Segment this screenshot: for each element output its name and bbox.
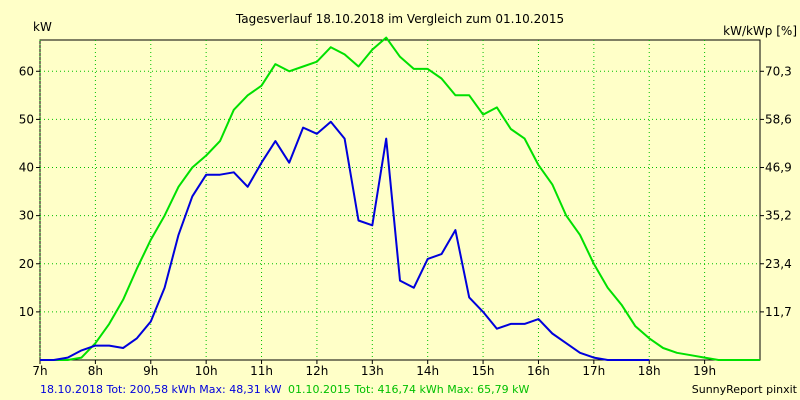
series-group [40,36,760,361]
x-tick-label: 8h [88,364,103,378]
x-tick-label: 16h [527,364,550,378]
footer-green-text: 01.10.2015 Tot: 416,74 kWh Max: 65,79 kW [288,383,530,396]
footer-credit: SunnyReport pinxit [692,383,798,396]
x-tick-label: 15h [472,364,495,378]
y-tick-label-left: 30 [19,209,34,223]
y-tick-label-right: 70,3 [765,64,792,78]
y-tick-label-right: 35,2 [765,209,792,223]
x-tick-label: 7h [32,364,47,378]
footer-blue-text: 18.10.2018 Tot: 200,58 kWh Max: 48,31 kW [40,383,282,396]
plot-area [39,39,761,361]
ticks: 7h 8h 9h 10h 11h 12h 13h 14h 15h 16h 17h 18h 19h 10 20… [19,64,792,378]
series-line-2015 [40,36,760,361]
x-tick-label: 17h [582,364,605,378]
x-tick-label: 14h [416,364,439,378]
x-tick-label: 11h [250,364,273,378]
y-tick-label-right: 58,6 [765,112,792,126]
x-tick-label: 9h [143,364,158,378]
y-tick-label-left: 20 [19,257,34,271]
footer-stats: 18.10.2018 Tot: 200,58 kWh Max: 48,31 kW… [40,383,530,396]
y-axis-label-left: kW [33,20,52,34]
chart-title: Tagesverlauf 18.10.2018 im Vergleich zum… [235,12,564,26]
y-tick-label-left: 10 [19,305,34,319]
x-tick-label: 13h [361,364,384,378]
x-tick-label: 10h [195,364,218,378]
y-tick-label-right: 46,9 [765,161,792,175]
grid [39,40,760,360]
y-axis-label-right: kW/kWp [%] [723,24,797,38]
y-tick-label-left: 50 [19,112,34,126]
y-tick-label-right: 23,4 [765,257,792,271]
x-tick-label: 19h [693,364,716,378]
y-tick-label-left: 40 [19,161,34,175]
y-tick-label-left: 60 [19,64,34,78]
series-line-2018 [40,120,650,361]
y-tick-label-right: 11,7 [765,305,792,319]
x-tick-label: 18h [638,364,661,378]
x-tick-label: 12h [305,364,328,378]
